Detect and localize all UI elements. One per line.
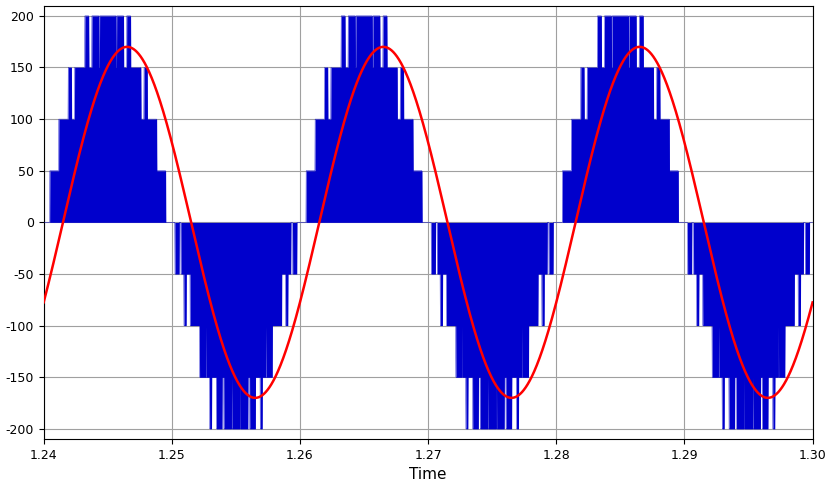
X-axis label: Time: Time xyxy=(409,468,447,483)
